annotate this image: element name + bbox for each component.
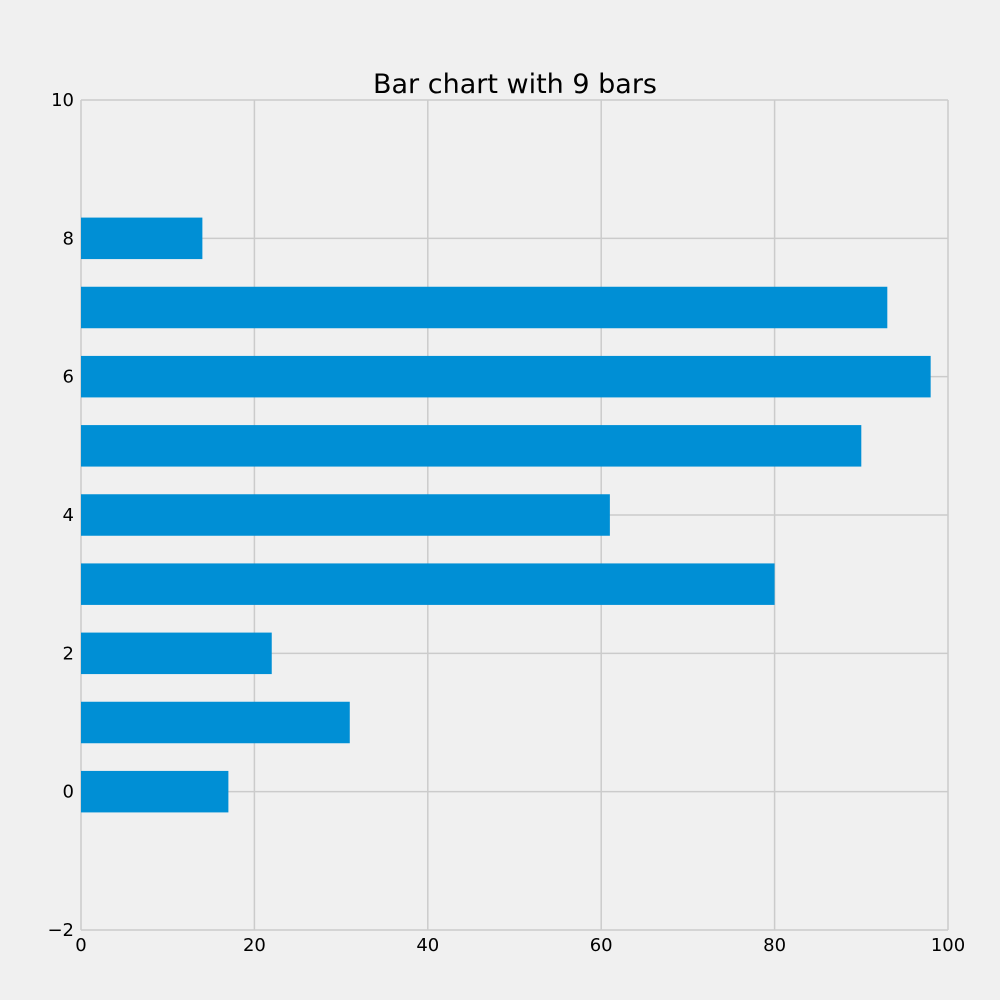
y-tick-labels: −2 0 2 4 6 8 10 — [47, 90, 74, 941]
x-tick-label: 100 — [931, 935, 965, 956]
bar-3 — [81, 563, 775, 605]
x-tick-label: 40 — [416, 935, 439, 956]
y-tick-label: −2 — [47, 920, 74, 941]
x-tick-labels: 0 20 40 60 80 100 — [75, 935, 965, 956]
bar-8 — [81, 217, 203, 260]
bar-2 — [81, 632, 272, 675]
y-tick-label: 8 — [63, 228, 74, 249]
y-tick-label: 2 — [63, 643, 74, 664]
bar-5 — [81, 425, 862, 467]
x-tick-label: 80 — [763, 935, 786, 956]
y-tick-label: 6 — [63, 367, 74, 388]
bar-layer — [81, 217, 931, 813]
x-tick-label: 20 — [243, 935, 266, 956]
chart-title: Bar chart with 9 bars — [373, 69, 657, 100]
bar-0 — [81, 770, 229, 813]
y-tick-label: 0 — [63, 782, 74, 803]
x-tick-label: 60 — [590, 935, 613, 956]
y-tick-label: 10 — [51, 90, 74, 111]
bar-4 — [81, 494, 610, 536]
bar-7 — [81, 286, 888, 329]
x-tick-label: 0 — [75, 935, 86, 956]
bar-1 — [81, 701, 350, 744]
bar-6 — [81, 355, 931, 398]
y-tick-label: 4 — [63, 505, 74, 526]
